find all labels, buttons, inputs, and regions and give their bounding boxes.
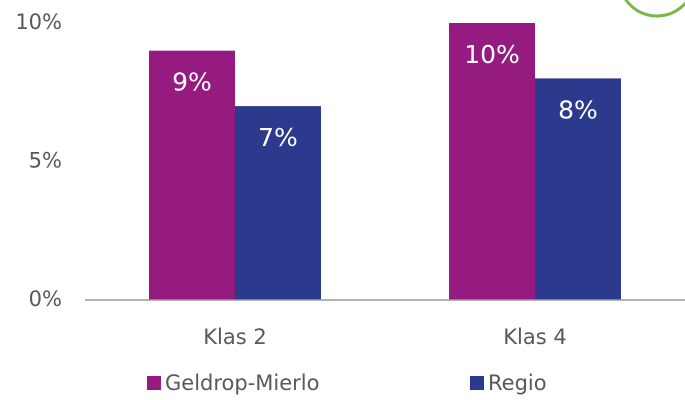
x-tick-label: Klas 2 [203,325,266,349]
x-tick-label: Klas 4 [503,325,566,349]
value-label: 7% [258,123,298,152]
bar [535,78,621,301]
legend-label: Geldrop-Mierlo [165,371,319,395]
bar [149,50,235,301]
legend-swatch [147,376,161,390]
y-tick-label: 5% [29,149,62,173]
decoration-circle [624,0,685,18]
value-label: 10% [464,40,520,69]
bar [449,23,535,300]
y-tick-label: 10% [15,10,62,34]
legend-swatch [470,376,484,390]
value-label: 8% [558,95,598,124]
legend-label: Regio [488,371,547,395]
bar [235,106,321,300]
y-tick-label: 0% [29,287,62,311]
value-label: 9% [172,68,212,97]
